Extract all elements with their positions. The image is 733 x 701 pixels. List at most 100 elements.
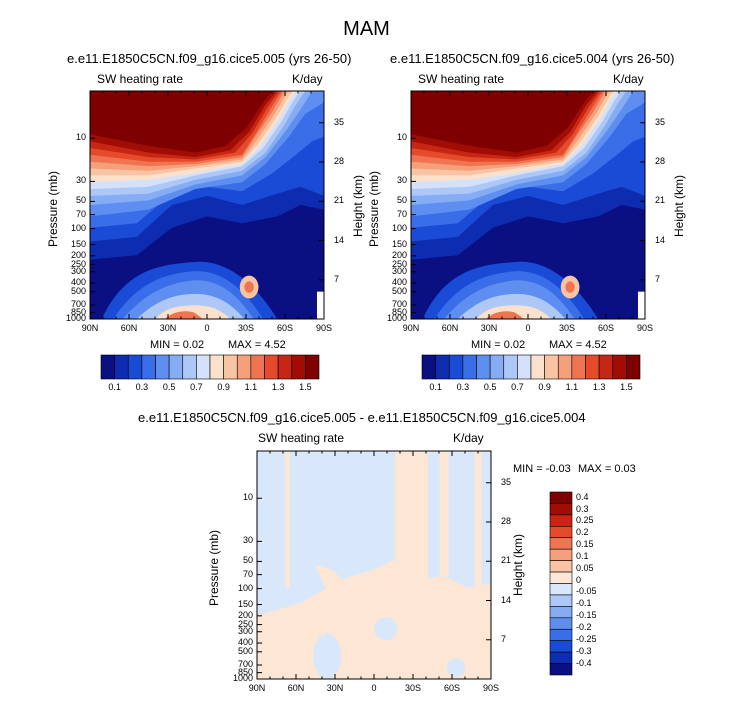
panel2-units-label: K/day bbox=[613, 72, 644, 86]
colorbar-label: -0.4 bbox=[576, 657, 592, 668]
panel3-title: e.e11.E1850C5CN.f09_g16.cice5.005 - e.e1… bbox=[138, 410, 586, 425]
colorbar-swatch bbox=[421, 354, 436, 380]
missing-data bbox=[637, 291, 645, 319]
y-tick-label: 50 bbox=[396, 195, 407, 206]
colorbar-swatch bbox=[557, 354, 573, 380]
panel3-units-label: K/day bbox=[453, 431, 484, 445]
colorbar-swatch bbox=[549, 491, 573, 504]
y-right-tick-label: 14 bbox=[501, 594, 512, 605]
colorbar-label: 0 bbox=[576, 574, 582, 585]
panel1-title: e.e11.E1850C5CN.f09_g16.cice5.005 (yrs 2… bbox=[67, 51, 352, 66]
colorbar-swatch bbox=[141, 354, 156, 380]
colorbar-label: 0.2 bbox=[576, 527, 589, 538]
colorbar-swatch bbox=[264, 354, 279, 380]
colorbar-label: -0.1 bbox=[576, 598, 592, 609]
y-tick-label: 1000 bbox=[232, 673, 253, 683]
y-tick-label: 70 bbox=[242, 568, 253, 579]
colorbar-label: 1.3 bbox=[271, 382, 285, 392]
y-tick-label: 250 bbox=[237, 618, 253, 629]
y-tick-label: 30 bbox=[75, 175, 86, 186]
panel1-max-text: MAX = 4.52 bbox=[228, 339, 286, 351]
x-tick-label: 30S bbox=[404, 683, 421, 693]
y-tick-label: 700 bbox=[391, 299, 407, 309]
colorbar-swatch bbox=[549, 606, 573, 619]
colorbar-swatch bbox=[448, 354, 464, 380]
y-right-tick-label: 28 bbox=[334, 156, 345, 166]
contour-band bbox=[313, 633, 342, 679]
colorbar-label: 0.05 bbox=[576, 562, 594, 573]
colorbar-label: -0.05 bbox=[576, 586, 597, 597]
colorbar-label: 0.1 bbox=[108, 382, 121, 392]
colorbar-label: 0.7 bbox=[511, 382, 524, 392]
colorbar-label: 0.9 bbox=[538, 382, 551, 392]
colorbar-label: 0.1 bbox=[576, 550, 589, 561]
contour-band bbox=[285, 451, 290, 588]
x-tick-label: 0 bbox=[525, 323, 531, 333]
colorbar-swatch bbox=[598, 354, 614, 380]
colorbar-swatch bbox=[549, 571, 573, 584]
colorbar-swatch bbox=[549, 617, 573, 630]
colorbar-label: -0.3 bbox=[576, 645, 592, 656]
y-tick-label: 400 bbox=[70, 277, 86, 288]
y-tick-label: 850 bbox=[70, 306, 86, 317]
colorbar-label: -0.15 bbox=[576, 610, 597, 621]
x-tick-label: 60S bbox=[443, 683, 460, 693]
y-tick-label: 500 bbox=[70, 285, 86, 296]
y-tick-label: 850 bbox=[237, 666, 253, 677]
colorbar-swatch bbox=[549, 503, 573, 516]
colorbar-swatch bbox=[503, 354, 518, 380]
y-tick-label: 400 bbox=[391, 277, 407, 288]
y-tick-label: 10 bbox=[75, 132, 86, 143]
y-tick-label: 100 bbox=[70, 222, 86, 233]
contour-band bbox=[395, 451, 428, 588]
panel3-field bbox=[257, 451, 491, 679]
colorbar-label: 1.5 bbox=[299, 382, 312, 392]
colorbar-swatch bbox=[585, 354, 600, 380]
x-tick-label: 90S bbox=[636, 323, 653, 333]
colorbar-label: 0.3 bbox=[576, 503, 589, 514]
y-tick-label: 200 bbox=[237, 609, 253, 620]
colorbar-label: 0.3 bbox=[456, 382, 470, 392]
y-tick-label: 400 bbox=[237, 637, 253, 648]
contour-band bbox=[164, 311, 203, 319]
y-right-tick-label: 21 bbox=[501, 555, 512, 566]
panel3-max-text: MAX = 0.03 bbox=[578, 463, 636, 475]
y-tick-label: 150 bbox=[391, 238, 407, 249]
contour-band bbox=[244, 281, 254, 293]
y-tick-label: 200 bbox=[391, 249, 407, 260]
colorbar-swatch bbox=[549, 583, 573, 596]
x-tick-label: 60N bbox=[287, 683, 305, 693]
colorbar-swatch bbox=[196, 354, 211, 380]
colorbar-swatch bbox=[155, 354, 170, 380]
y-right-tick-label: 28 bbox=[655, 156, 666, 166]
y-right-tick-label: 35 bbox=[655, 116, 666, 127]
colorbar-label: 0.25 bbox=[576, 515, 594, 526]
y-tick-label: 50 bbox=[75, 195, 86, 206]
x-tick-label: 90S bbox=[315, 323, 332, 333]
panel2-title: e.e11.E1850C5CN.f09_g16.cice5.004 (yrs 2… bbox=[390, 51, 675, 66]
colorbar-label: 0.7 bbox=[190, 382, 203, 392]
contour-band bbox=[411, 91, 645, 153]
y-tick-label: 500 bbox=[237, 645, 253, 656]
y-tick-label: 30 bbox=[396, 175, 407, 186]
y-tick-label: 700 bbox=[70, 299, 86, 309]
x-tick-label: 90S bbox=[482, 683, 499, 693]
colorbar-swatch bbox=[277, 354, 293, 380]
y-tick-label: 250 bbox=[70, 258, 86, 269]
y-tick-label: 850 bbox=[391, 306, 407, 317]
colorbar-swatch bbox=[549, 560, 573, 573]
colorbar-swatch bbox=[182, 354, 197, 380]
colorbar-swatch bbox=[223, 354, 238, 380]
colorbar-swatch bbox=[549, 548, 573, 561]
colorbar-swatch bbox=[305, 354, 320, 380]
x-tick-label: 60S bbox=[276, 323, 293, 333]
y-tick-label: 300 bbox=[391, 265, 407, 276]
main-title: MAM bbox=[343, 18, 390, 40]
panel3-variable-label: SW heating rate bbox=[258, 431, 345, 445]
colorbar-swatch bbox=[571, 354, 586, 380]
panel1-min-text: MIN = 0.02 bbox=[150, 339, 205, 351]
y-right-tick-label: 7 bbox=[501, 633, 507, 644]
panel3-min-text: MIN = -0.03 bbox=[513, 463, 571, 475]
x-tick-label: 30N bbox=[326, 683, 344, 693]
